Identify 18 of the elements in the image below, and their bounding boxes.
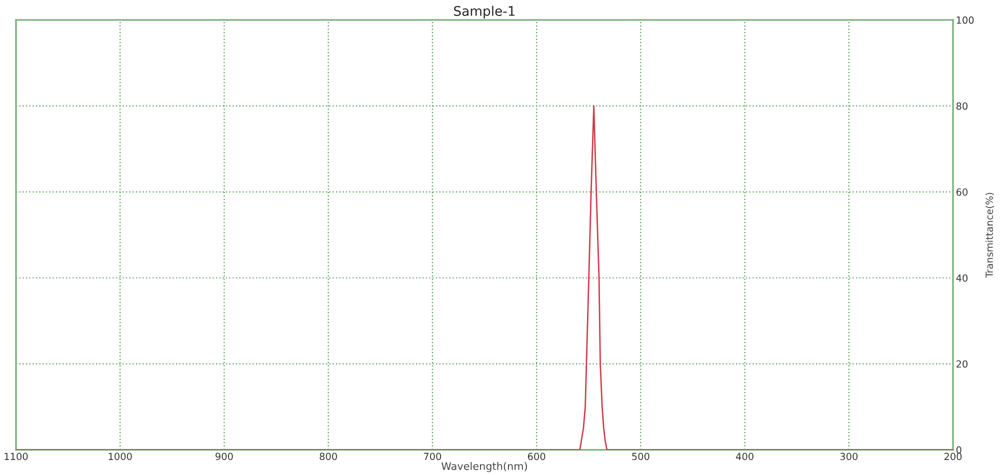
- x-axis-title: Wavelength(nm): [442, 462, 527, 472]
- x-tick-label: 400: [736, 452, 754, 460]
- x-tick-label: 600: [528, 452, 546, 460]
- y-axis-title: Transmittance(%): [985, 192, 994, 278]
- y-tick-label: 40: [956, 274, 968, 282]
- y-tick-label: 80: [956, 102, 968, 110]
- y-tick-label: 100: [956, 16, 974, 24]
- x-tick-label: 1100: [4, 452, 28, 460]
- x-tick-label: 300: [840, 452, 858, 460]
- x-tick-label: 900: [216, 452, 233, 460]
- x-tick-label: 500: [632, 452, 650, 460]
- y-tick-label: 60: [956, 188, 968, 196]
- chart-title: Sample-1: [454, 6, 515, 19]
- y-tick-label: 20: [956, 360, 968, 368]
- x-tick-label: 200: [944, 452, 962, 460]
- x-tick-label: 700: [424, 452, 442, 460]
- x-tick-label: 800: [320, 452, 337, 460]
- x-tick-label: 1000: [108, 452, 132, 460]
